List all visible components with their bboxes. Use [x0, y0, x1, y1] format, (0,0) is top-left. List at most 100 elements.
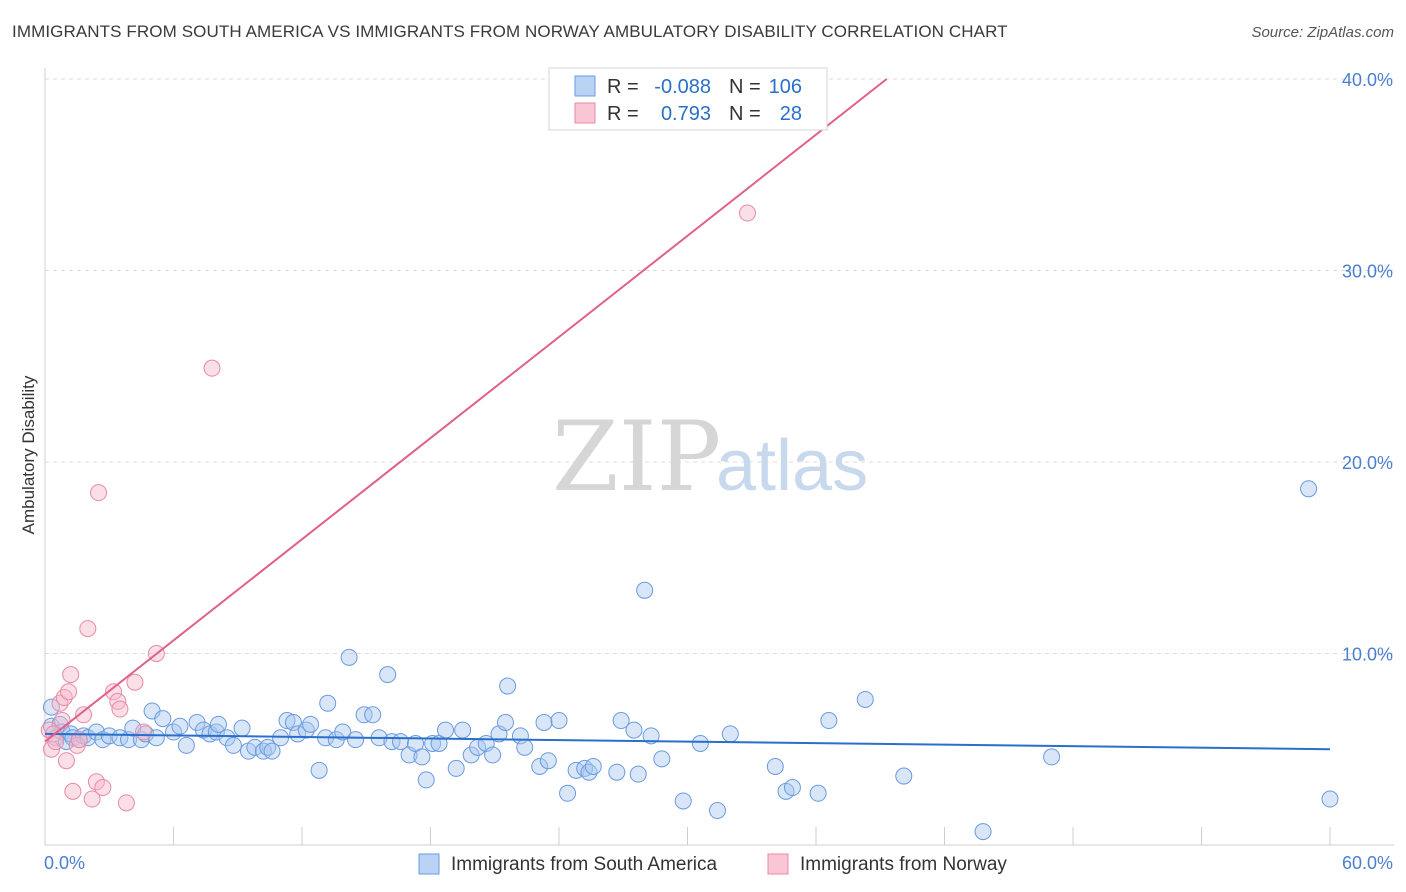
data-point [766, 757, 784, 775]
data-point [1300, 480, 1318, 498]
data-point [154, 710, 172, 728]
y-tick-label-1: 10.0% [1342, 645, 1393, 665]
watermark-zip: ZIP [552, 401, 721, 513]
data-point [1321, 790, 1339, 808]
data-point [447, 759, 465, 777]
y-tick-label-2: 20.0% [1342, 453, 1393, 473]
data-point [612, 712, 630, 730]
data-point [94, 779, 112, 797]
data-point [674, 792, 692, 810]
data-point [567, 761, 585, 779]
data-point [499, 677, 517, 695]
axes [44, 68, 1394, 846]
legend-r-label-2: R = [607, 103, 639, 125]
stats-legend: R = -0.088 N = 106 R = 0.793 N = 28 [548, 67, 828, 131]
legend-swatch-blue [574, 75, 596, 97]
data-point [135, 723, 153, 741]
data-point [100, 727, 118, 745]
data-point [201, 725, 219, 743]
data-point [625, 721, 643, 739]
data-point [783, 779, 801, 797]
data-point [171, 717, 189, 735]
y-axis-label: Ambulatory Disability [19, 375, 38, 534]
series-legend: Immigrants from South America Immigrants… [418, 853, 1007, 875]
legend-r-label-1: R = [607, 76, 639, 98]
data-point [284, 713, 302, 731]
legend-r-value-1: -0.088 [654, 76, 711, 98]
data-point [629, 765, 647, 783]
series-legend-swatch-blue [418, 853, 440, 875]
series-south-america-points [42, 480, 1339, 841]
data-point [496, 713, 514, 731]
legend-n-value-2: 28 [780, 103, 802, 125]
data-point [550, 712, 568, 730]
data-point [636, 581, 654, 599]
data-point [413, 748, 431, 766]
legend-r-value-2: 0.793 [661, 103, 711, 125]
data-point [233, 719, 251, 737]
data-point [47, 733, 65, 751]
data-point [302, 715, 320, 733]
tick-labels: 10.0% 20.0% 30.0% 40.0% 0.0% 60.0% [44, 70, 1393, 873]
y-tick-label-3: 30.0% [1342, 262, 1393, 282]
data-point [137, 725, 155, 743]
data-point [738, 204, 756, 222]
data-point [60, 683, 78, 701]
series-legend-swatch-pink [767, 853, 789, 875]
data-point [355, 706, 373, 724]
data-point [608, 763, 626, 781]
data-point [111, 729, 129, 747]
trend-lines [44, 78, 1331, 751]
legend-n-value-1: 106 [769, 76, 802, 98]
data-point [42, 698, 60, 716]
trend-line-blue [44, 732, 1331, 751]
series-legend-label-south-america: Immigrants from South America [451, 854, 718, 875]
data-point [809, 784, 827, 802]
data-point [653, 750, 671, 768]
data-point [117, 794, 135, 812]
data-point [516, 738, 534, 756]
y-tick-label-4: 40.0% [1342, 70, 1393, 90]
data-point [90, 484, 108, 502]
data-point [436, 721, 454, 739]
data-point [111, 700, 129, 718]
gridlines [45, 78, 1394, 654]
data-point [203, 359, 221, 377]
data-point [319, 694, 337, 712]
data-point [224, 736, 242, 754]
data-point [539, 752, 557, 770]
data-point [126, 673, 144, 691]
data-point [64, 782, 82, 800]
series-legend-label-norway: Immigrants from Norway [800, 854, 1007, 875]
x-tick-label-min: 0.0% [44, 853, 85, 873]
data-point [53, 712, 71, 730]
chart-title: IMMIGRANTS FROM SOUTH AMERICA VS IMMIGRA… [12, 22, 1008, 41]
data-point [364, 706, 382, 724]
data-point [895, 767, 913, 785]
data-point [1043, 748, 1061, 766]
data-point [379, 666, 397, 684]
data-point [721, 725, 739, 743]
data-point [584, 757, 602, 775]
data-point [974, 823, 992, 841]
watermark-atlas: atlas [716, 426, 868, 506]
data-point [246, 738, 264, 756]
data-point [417, 771, 435, 789]
data-point [310, 761, 328, 779]
data-point [347, 731, 365, 749]
data-point [177, 736, 195, 754]
data-point [642, 727, 660, 745]
data-point [856, 690, 874, 708]
data-point [263, 742, 281, 760]
data-point [209, 715, 227, 733]
data-point [105, 683, 123, 701]
data-point [531, 757, 549, 775]
data-point [454, 721, 472, 739]
data-point [278, 712, 296, 730]
data-point [820, 712, 838, 730]
data-point [334, 723, 352, 741]
source-credit: Source: ZipAtlas.com [1251, 24, 1394, 41]
data-point [87, 773, 105, 791]
data-point [70, 731, 88, 749]
